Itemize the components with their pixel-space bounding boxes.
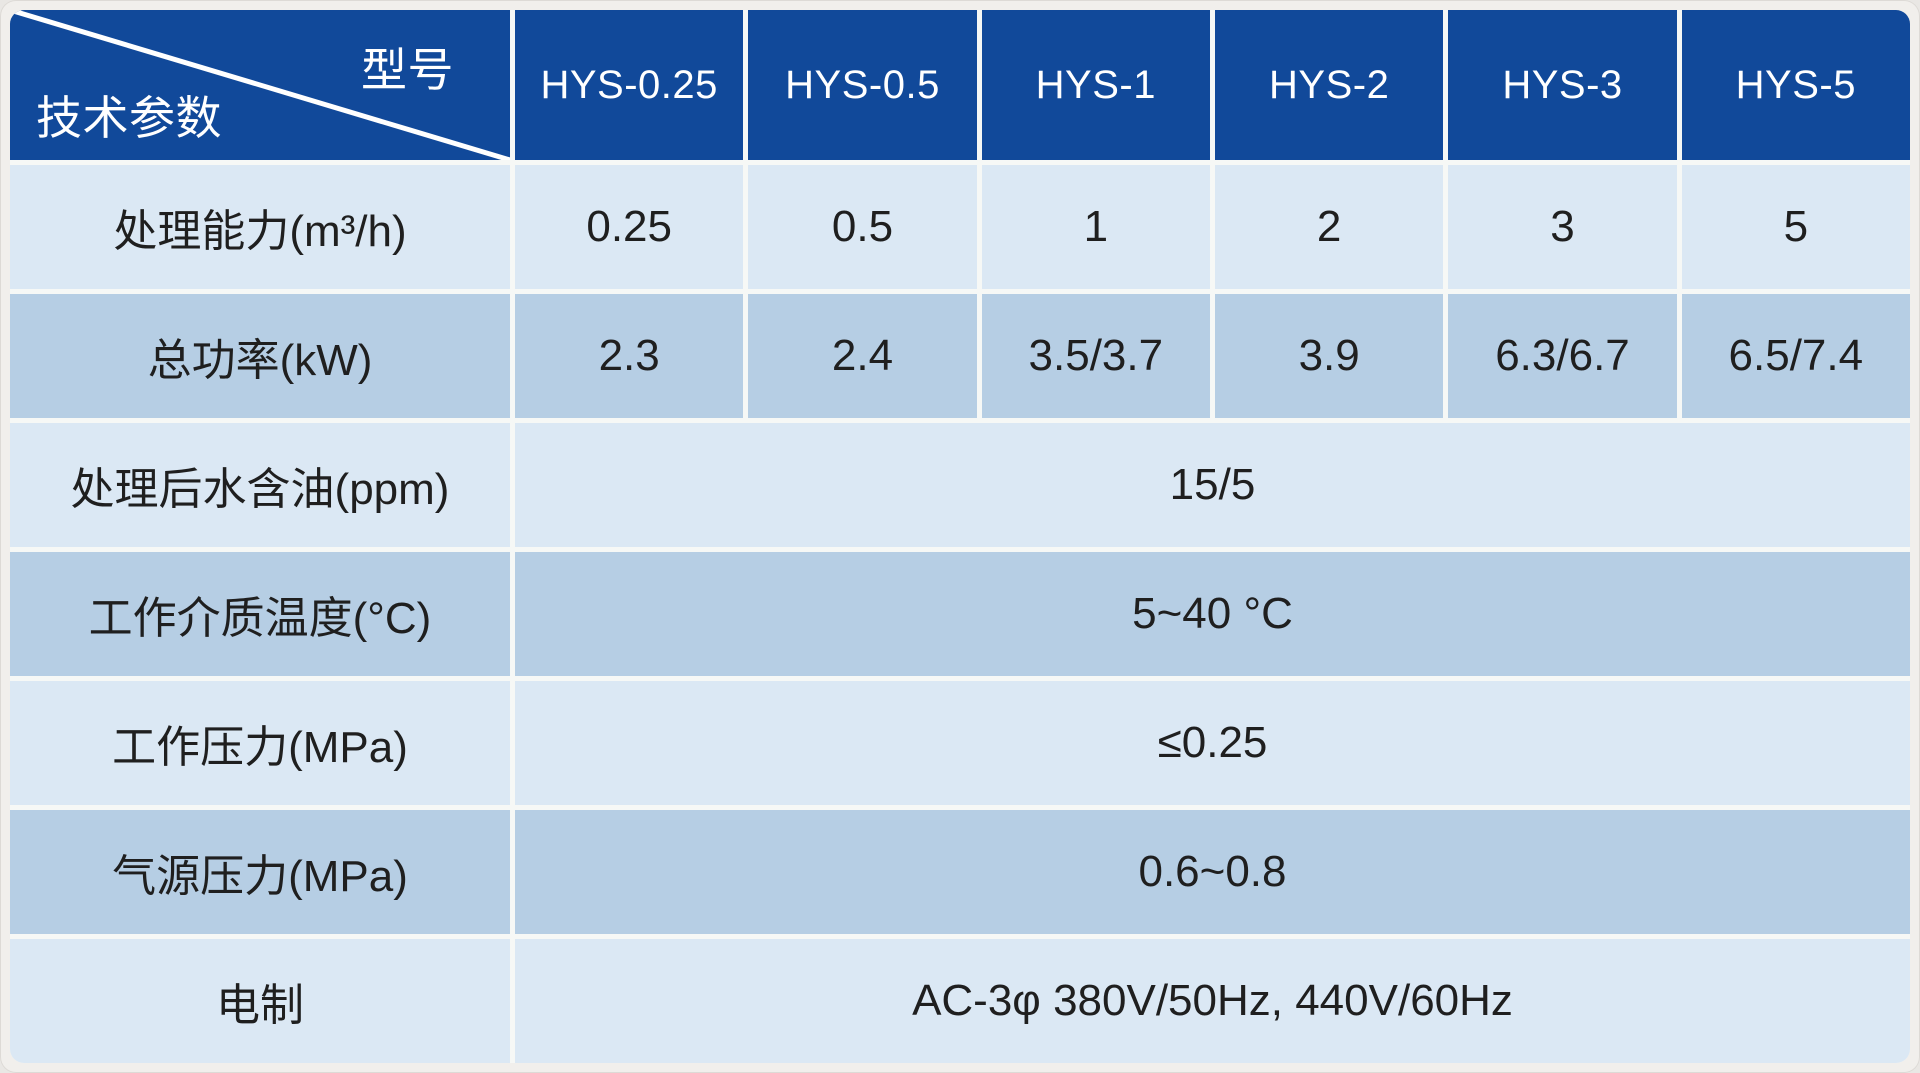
- row-label-working-medium-temperature: 工作介质温度(°C): [10, 552, 510, 676]
- value-capacity-hys-0-5: 0.5: [748, 165, 977, 289]
- value-capacity-hys-5: 5: [1681, 165, 1910, 289]
- row-label-total-power: 总功率(kW): [10, 294, 510, 418]
- value-working-pressure: ≤0.25: [515, 681, 1910, 805]
- technical-parameters-table: 型号 技术参数 HYS-0.25 HYS-0.5 HYS-1 HYS-2 HYS…: [10, 10, 1910, 1063]
- row-label-air-supply-pressure: 气源压力(MPa): [10, 810, 510, 934]
- column-header-hys-3: HYS-3: [1448, 10, 1677, 160]
- row-label-oil-content-after-treatment: 处理后水含油(ppm): [10, 423, 510, 547]
- value-electrical-system: AC-3φ 380V/50Hz, 440V/60Hz: [515, 939, 1910, 1063]
- corner-parameter-label: 技术参数: [36, 92, 222, 144]
- column-header-hys-1: HYS-1: [981, 10, 1210, 160]
- value-power-hys-3: 6.3/6.7: [1448, 294, 1677, 418]
- column-header-hys-2: HYS-2: [1214, 10, 1444, 160]
- corner-header-cell: 型号 技术参数: [10, 10, 510, 160]
- value-air-supply-pressure: 0.6~0.8: [515, 810, 1910, 934]
- value-power-hys-1: 3.5/3.7: [981, 294, 1210, 418]
- row-label-working-pressure: 工作压力(MPa): [10, 681, 510, 805]
- row-label-treatment-capacity: 处理能力(m³/h): [10, 165, 510, 289]
- value-power-hys-0-25: 2.3: [515, 294, 744, 418]
- value-power-hys-2: 3.9: [1214, 294, 1444, 418]
- corner-model-label: 型号: [361, 44, 454, 96]
- value-medium-temperature: 5~40 °C: [515, 552, 1910, 676]
- row-label-electrical-system: 电制: [10, 939, 510, 1063]
- value-capacity-hys-1: 1: [981, 165, 1210, 289]
- column-header-hys-0-5: HYS-0.5: [748, 10, 977, 160]
- column-header-hys-0-25: HYS-0.25: [515, 10, 744, 160]
- column-header-hys-5: HYS-5: [1681, 10, 1910, 160]
- diagonal-divider-line: [10, 10, 510, 160]
- value-capacity-hys-0-25: 0.25: [515, 165, 744, 289]
- value-capacity-hys-2: 2: [1214, 165, 1444, 289]
- value-oil-content: 15/5: [515, 423, 1910, 547]
- value-capacity-hys-3: 3: [1448, 165, 1677, 289]
- value-power-hys-0-5: 2.4: [748, 294, 977, 418]
- value-power-hys-5: 6.5/7.4: [1681, 294, 1910, 418]
